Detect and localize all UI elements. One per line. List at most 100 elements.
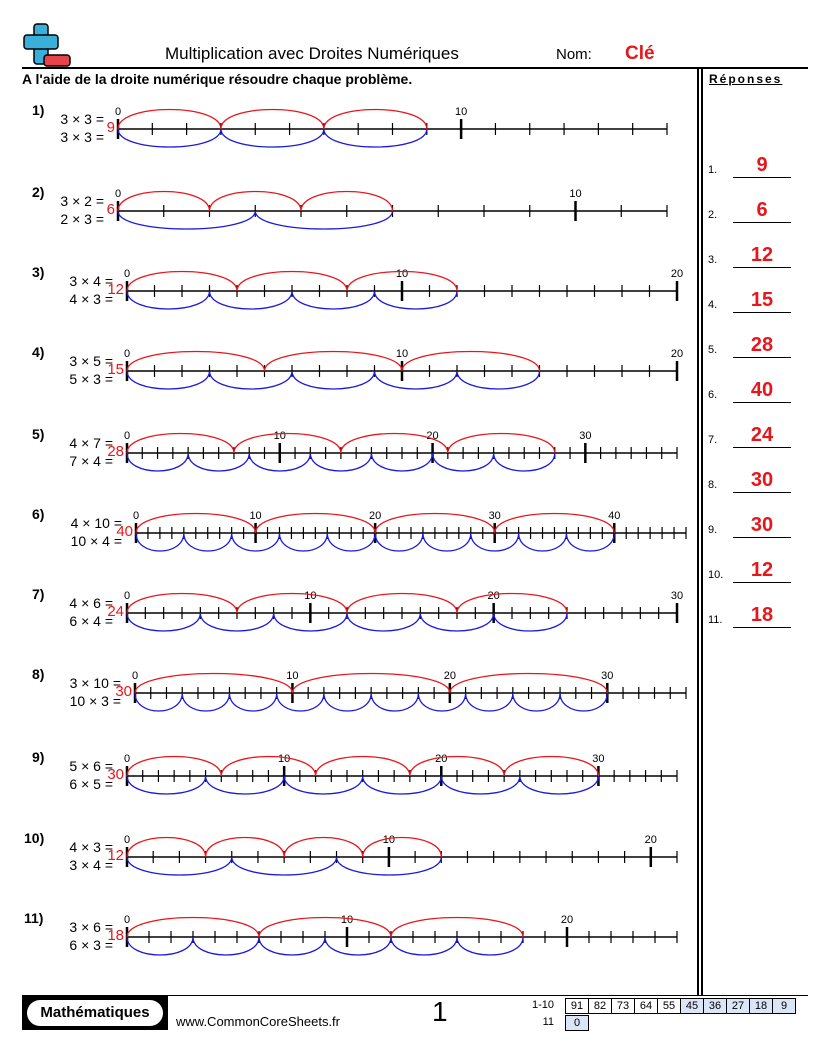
svg-text:20: 20 — [435, 753, 447, 765]
answer-blank[interactable] — [733, 402, 791, 403]
problem-number: 11) — [24, 910, 44, 926]
equation-top: 4 × 3 = — [69, 839, 113, 855]
svg-text:0: 0 — [124, 590, 130, 602]
equation-bottom: 7 × 4 = — [69, 453, 113, 469]
answer-row: 3. 12 — [708, 238, 808, 268]
key-cell: 45 — [680, 998, 704, 1014]
problem-number: 8) — [32, 666, 45, 682]
answers-title: Réponses — [709, 72, 783, 86]
equation-top: 5 × 6 = — [69, 758, 113, 774]
answer-value: 15 — [750, 289, 774, 311]
answer-blank[interactable] — [733, 357, 791, 358]
worksheet-title: Multiplication avec Droites Numériques — [165, 44, 459, 63]
key-cell: 64 — [634, 998, 658, 1014]
product-answer: 28 — [107, 443, 124, 460]
column-divider — [697, 68, 699, 995]
answer-value: 30 — [750, 469, 774, 491]
equation-bottom: 6 × 3 = — [69, 937, 113, 953]
svg-text:0: 0 — [115, 106, 121, 118]
product-answer: 12 — [107, 281, 124, 298]
equation-bottom: 10 × 3 = — [69, 693, 121, 709]
svg-text:30: 30 — [579, 430, 591, 442]
svg-text:0: 0 — [124, 430, 130, 442]
answer-value: 9 — [756, 154, 768, 176]
answer-blank[interactable] — [733, 312, 791, 313]
key-cell: 18 — [749, 998, 773, 1014]
svg-text:20: 20 — [645, 834, 657, 846]
svg-text:10: 10 — [341, 914, 353, 926]
problem-number: 3) — [32, 264, 45, 280]
equation-bottom: 10 × 4 = — [70, 533, 122, 549]
key-cell: 0 — [565, 1015, 589, 1031]
equation-top: 3 × 2 = — [60, 193, 104, 209]
equation-top: 3 × 5 = — [69, 353, 113, 369]
svg-text:10: 10 — [278, 753, 290, 765]
product-answer: 15 — [107, 361, 124, 378]
answer-number: 6. — [708, 389, 718, 401]
answer-blank[interactable] — [733, 222, 791, 223]
answer-value: 24 — [750, 424, 774, 446]
answer-blank[interactable] — [733, 447, 791, 448]
svg-text:10: 10 — [249, 510, 261, 522]
answer-row: 10. 12 — [708, 553, 808, 583]
equation-bottom: 3 × 4 = — [69, 857, 113, 873]
answer-number: 8. — [708, 479, 718, 491]
answer-number: 3. — [708, 254, 718, 266]
key-row-label: 11 — [542, 1016, 554, 1028]
svg-text:20: 20 — [561, 914, 573, 926]
answer-blank[interactable] — [733, 177, 791, 178]
problem-number: 5) — [32, 426, 45, 442]
answer-blank[interactable] — [733, 492, 791, 493]
answer-value: 18 — [750, 604, 774, 626]
svg-text:0: 0 — [124, 914, 130, 926]
svg-text:30: 30 — [592, 753, 604, 765]
answer-row: 2. 6 — [708, 193, 808, 223]
product-answer: 24 — [107, 603, 124, 620]
instructions: A l'aide de la droite numérique résoudre… — [22, 71, 413, 87]
svg-text:30: 30 — [671, 590, 683, 602]
answer-row: 11. 18 — [708, 598, 808, 628]
key-cell: 9 — [772, 998, 796, 1014]
answer-value: 12 — [750, 244, 774, 266]
answer-value: 12 — [750, 559, 774, 581]
answer-number: 11. — [708, 614, 723, 626]
site-url[interactable]: www.CommonCoreSheets.fr — [176, 1014, 340, 1029]
answer-row: 4. 15 — [708, 283, 808, 313]
problem-number: 9) — [32, 749, 45, 765]
answer-number: 10. — [708, 569, 724, 581]
svg-text:10: 10 — [383, 834, 395, 846]
equation-top: 4 × 10 = — [70, 515, 122, 531]
svg-text:40: 40 — [608, 510, 620, 522]
answer-blank[interactable] — [733, 267, 791, 268]
answer-value: 40 — [750, 379, 774, 401]
answer-number: 7. — [708, 434, 718, 446]
header-divider — [22, 67, 808, 69]
answer-row: 9. 30 — [708, 508, 808, 538]
answer-row: 8. 30 — [708, 463, 808, 493]
answer-blank[interactable] — [733, 582, 791, 583]
answer-blank[interactable] — [733, 627, 791, 628]
svg-text:10: 10 — [396, 348, 408, 360]
svg-text:0: 0 — [132, 670, 138, 682]
svg-text:20: 20 — [369, 510, 381, 522]
key-cell: 91 — [565, 998, 589, 1014]
product-answer: 12 — [107, 847, 124, 864]
equation-bottom: 5 × 3 = — [69, 371, 113, 387]
logo-icon — [22, 22, 72, 68]
equation-bottom: 3 × 3 = — [60, 129, 104, 145]
footer-divider — [22, 995, 808, 996]
svg-text:20: 20 — [671, 348, 683, 360]
equation-top: 3 × 4 = — [69, 273, 113, 289]
answer-blank[interactable] — [733, 537, 791, 538]
column-divider — [701, 68, 703, 995]
svg-text:10: 10 — [274, 430, 286, 442]
svg-text:20: 20 — [671, 268, 683, 280]
answer-number: 1. — [708, 164, 718, 176]
product-answer: 6 — [106, 201, 115, 218]
answer-number: 5. — [708, 344, 718, 356]
product-answer: 30 — [115, 683, 132, 700]
key-cell: 73 — [611, 998, 635, 1014]
equation-top: 3 × 6 = — [69, 919, 113, 935]
equation-bottom: 6 × 5 = — [69, 776, 113, 792]
